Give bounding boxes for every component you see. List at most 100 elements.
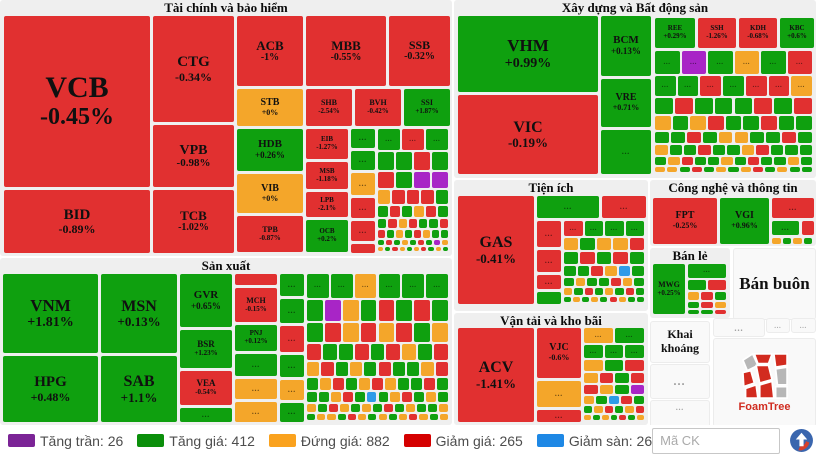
mini-tile[interactable]: … [615, 328, 644, 344]
mini-tile[interactable] [398, 377, 409, 391]
mini-tile[interactable] [418, 344, 433, 361]
mini-tile[interactable]: … [280, 299, 304, 323]
mini-tile[interactable] [703, 166, 715, 172]
mini-tile[interactable] [604, 406, 613, 413]
mini-tile[interactable] [600, 297, 608, 302]
mini-tile[interactable] [691, 166, 702, 172]
mini-tile[interactable] [782, 238, 791, 244]
mini-tile[interactable] [426, 392, 437, 402]
mini-tile[interactable] [405, 230, 412, 238]
mini-tile[interactable] [747, 157, 760, 165]
mini-tile[interactable] [584, 396, 595, 405]
mini-tile[interactable]: … [700, 76, 722, 96]
mini-tile[interactable] [772, 238, 781, 244]
mini-tile[interactable] [307, 414, 316, 420]
mini-tile[interactable] [537, 292, 561, 304]
mini-tile[interactable] [564, 278, 574, 287]
mini-tile[interactable] [604, 359, 624, 372]
mini-tile[interactable]: … [537, 381, 581, 407]
mini-tile[interactable] [378, 392, 389, 402]
mini-tile[interactable]: … [537, 196, 599, 218]
tile-vic[interactable]: VIC -0.19% [458, 95, 598, 174]
card-sector-dots-1[interactable]: … [713, 318, 765, 337]
mini-tile[interactable] [655, 157, 667, 165]
mini-tile[interactable] [428, 246, 434, 251]
mini-tile[interactable]: … [180, 408, 232, 422]
mini-tile[interactable] [419, 414, 428, 420]
mini-tile[interactable] [402, 205, 412, 217]
mini-tile[interactable] [584, 359, 603, 372]
tile-hpg[interactable]: HPG +0.48% [3, 356, 98, 422]
mini-tile[interactable] [584, 373, 598, 384]
mini-tile[interactable] [378, 230, 385, 238]
mini-tile[interactable] [580, 237, 595, 251]
tile-ssh[interactable]: SSH -1.26% [698, 18, 736, 48]
mini-tile[interactable] [799, 145, 812, 156]
mini-tile[interactable] [327, 414, 336, 420]
tile-vcb[interactable]: VCB -0.45% [4, 16, 150, 187]
tile-bcm[interactable]: BCM +0.13% [601, 16, 651, 76]
mini-tile[interactable] [324, 323, 341, 343]
mini-tile[interactable] [615, 385, 629, 395]
mini-tile[interactable] [596, 396, 607, 405]
mini-tile[interactable] [426, 205, 436, 217]
mini-tile[interactable] [596, 252, 612, 264]
mini-tile[interactable]: … [537, 221, 561, 247]
mini-tile[interactable] [625, 288, 634, 296]
mini-tile[interactable] [801, 166, 812, 172]
mini-tile[interactable] [346, 377, 357, 391]
mini-tile[interactable] [613, 237, 628, 251]
mini-tile[interactable] [688, 302, 700, 308]
mini-tile[interactable] [307, 344, 321, 361]
mini-tile[interactable] [787, 157, 799, 165]
mini-tile[interactable] [378, 172, 394, 188]
mini-tile[interactable] [354, 392, 365, 402]
mini-tile[interactable] [435, 362, 448, 376]
mini-tile[interactable] [714, 302, 726, 308]
mini-tile[interactable] [368, 414, 377, 420]
mini-tile[interactable] [396, 323, 413, 343]
mini-tile[interactable] [714, 310, 726, 314]
mini-tile[interactable] [615, 373, 629, 384]
mini-tile[interactable] [414, 151, 430, 171]
mini-tile[interactable] [655, 166, 666, 172]
mini-tile[interactable] [796, 115, 812, 130]
mini-tile[interactable] [634, 278, 644, 287]
mini-tile[interactable] [740, 166, 751, 172]
mini-tile[interactable] [307, 323, 323, 343]
mini-tile[interactable] [235, 274, 277, 285]
mini-tile[interactable] [399, 246, 405, 251]
mini-tile[interactable] [716, 166, 727, 172]
mini-tile[interactable]: … [584, 328, 613, 344]
tile-mbb[interactable]: MBB -0.55% [306, 16, 386, 86]
section-title-construction[interactable]: Xây dựng và Bất động sản [561, 0, 709, 15]
mini-tile[interactable] [414, 172, 430, 188]
card-khai-khoang-mini[interactable]: … [650, 400, 710, 428]
mini-tile[interactable] [633, 396, 644, 405]
mini-tile[interactable] [432, 323, 448, 343]
mini-tile[interactable] [668, 157, 680, 165]
mini-tile[interactable] [410, 239, 416, 245]
tile-ctg[interactable]: CTG -0.34% [153, 16, 234, 122]
mini-tile[interactable] [330, 392, 341, 402]
mini-tile[interactable] [727, 145, 740, 156]
mini-tile[interactable] [392, 246, 398, 251]
mini-tile[interactable] [434, 344, 448, 361]
tile-ocb[interactable]: OCB +0.2% [306, 220, 348, 252]
mini-tile[interactable] [378, 205, 388, 217]
mini-tile[interactable] [414, 323, 431, 343]
mini-tile[interactable] [307, 362, 320, 376]
mini-tile[interactable] [688, 280, 706, 290]
mini-tile[interactable] [619, 414, 627, 420]
mini-tile[interactable] [438, 392, 448, 402]
mini-tile[interactable] [718, 131, 733, 144]
mini-tile[interactable] [765, 166, 776, 172]
mini-tile[interactable] [388, 414, 397, 420]
mini-tile[interactable]: … [330, 274, 353, 298]
mini-tile[interactable] [378, 323, 395, 343]
mini-tile[interactable] [370, 344, 385, 361]
mini-tile[interactable] [340, 403, 349, 413]
mini-tile[interactable]: … [655, 76, 676, 96]
mini-tile[interactable] [778, 115, 795, 130]
mini-tile[interactable]: … [280, 355, 304, 377]
